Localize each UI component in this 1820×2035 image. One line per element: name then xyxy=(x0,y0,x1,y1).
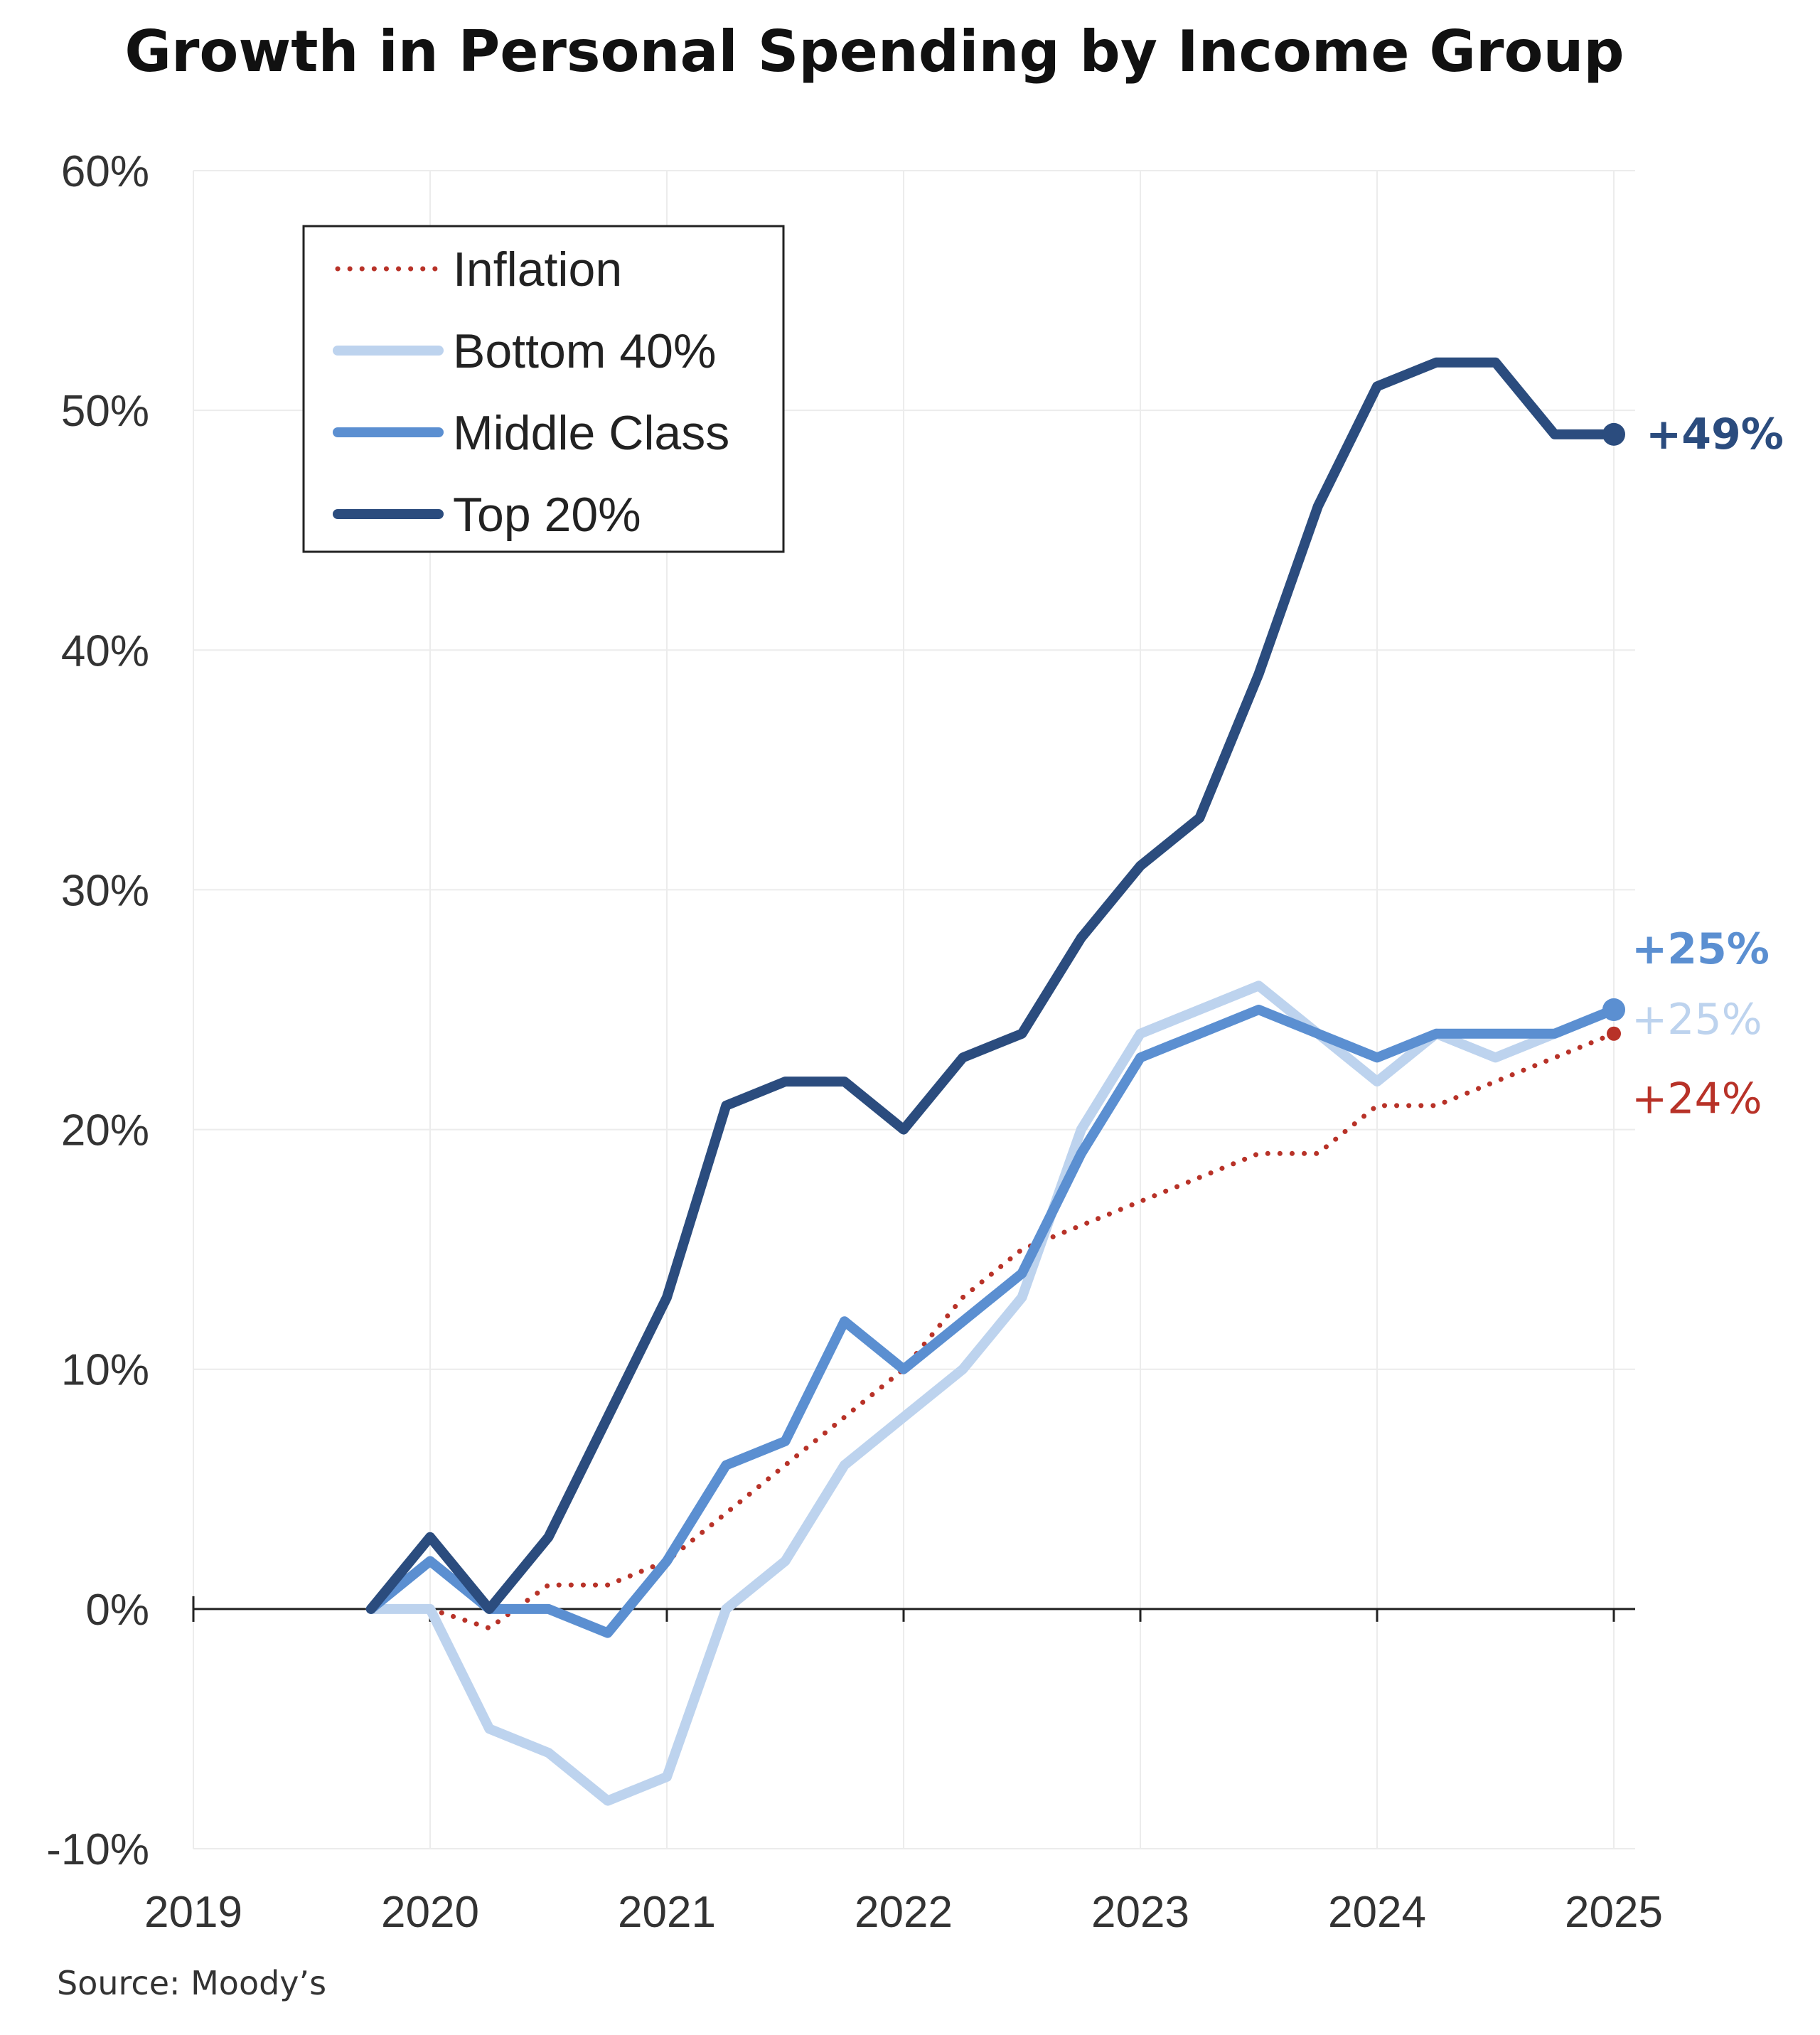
x-tick-label: 2021 xyxy=(618,1888,716,1937)
x-tick-label: 2019 xyxy=(144,1888,242,1937)
end-label-middle-class: +25% xyxy=(1632,924,1770,974)
x-tick-label: 2020 xyxy=(381,1888,479,1937)
series-line-inflation xyxy=(427,1031,1617,1631)
y-tick-label: 0% xyxy=(85,1586,149,1635)
x-tick-label: 2024 xyxy=(1328,1888,1426,1937)
end-label-top-20: +49% xyxy=(1646,410,1784,459)
end-point-top-20 xyxy=(1602,422,1625,446)
legend-label-middle-class: Middle Class xyxy=(453,406,729,460)
legend-box xyxy=(302,225,785,553)
x-tick-label: 2025 xyxy=(1565,1888,1663,1937)
legend-label-bottom-40: Bottom 40% xyxy=(453,324,716,378)
legend: Inflation Bottom 40% Middle Class Top 20% xyxy=(302,225,785,553)
end-point-middle-class xyxy=(1602,998,1625,1021)
y-tick-label: 40% xyxy=(61,626,149,675)
x-tick-label: 2023 xyxy=(1091,1888,1189,1937)
end-labels: +24% +25% +25% +49% xyxy=(1632,410,1784,1124)
end-point-inflation xyxy=(1607,1026,1621,1041)
series-line-bottom-40 xyxy=(365,981,1619,1806)
y-tick-label: 50% xyxy=(61,387,149,436)
legend-label-top-20: Top 20% xyxy=(453,488,641,542)
y-tick-label: -10% xyxy=(46,1825,149,1874)
y-tick-label: 60% xyxy=(61,147,149,196)
end-label-bottom-40: +25% xyxy=(1632,995,1762,1045)
source-note: Source: Moody’s xyxy=(57,1964,326,2002)
x-axis: 2019 2020 2021 2022 2023 2024 2025 xyxy=(144,1596,1663,1937)
y-tick-label: 20% xyxy=(61,1106,149,1155)
x-tick-label: 2022 xyxy=(855,1888,953,1937)
chart-title: Growth in Personal Spending by Income Gr… xyxy=(124,18,1624,85)
series-line-middle-class xyxy=(365,1005,1619,1638)
end-label-inflation: +24% xyxy=(1632,1074,1762,1124)
series-line-top-20 xyxy=(365,357,1619,1614)
legend-label-inflation: Inflation xyxy=(453,242,622,297)
y-tick-label: 30% xyxy=(61,866,149,915)
y-axis: 60% 50% 40% 30% 20% 10% 0% -10% xyxy=(46,147,149,1874)
y-tick-label: 10% xyxy=(61,1346,149,1395)
plot-area xyxy=(365,357,1625,1806)
